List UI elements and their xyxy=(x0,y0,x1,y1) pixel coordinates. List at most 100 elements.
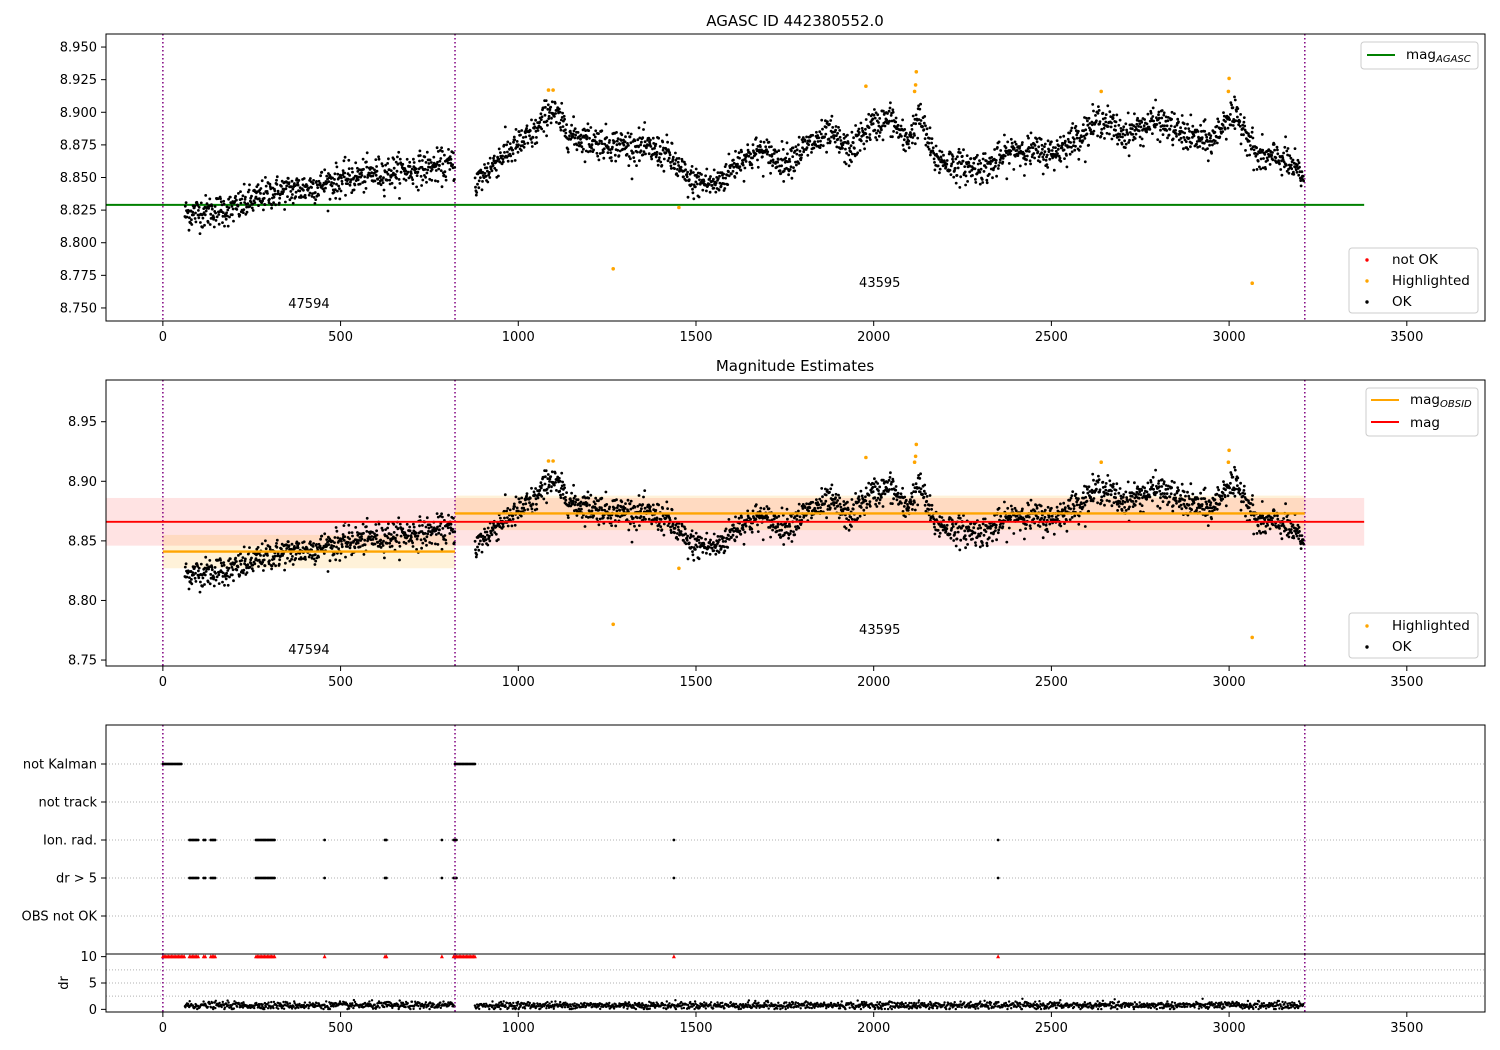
ok-point xyxy=(956,166,960,170)
ok-point xyxy=(808,506,812,510)
legend-highlighted-label: Highlighted xyxy=(1392,273,1470,289)
ok-point xyxy=(1124,142,1128,146)
ok-point xyxy=(436,515,440,519)
ok-point xyxy=(1113,124,1117,128)
ok-point xyxy=(985,178,989,182)
ok-point xyxy=(376,541,380,544)
ok-point xyxy=(1204,133,1208,137)
ok-point xyxy=(980,178,984,181)
ok-point xyxy=(904,149,907,153)
ok-point xyxy=(1048,149,1051,152)
ok-point xyxy=(1162,113,1166,117)
ok-point xyxy=(939,155,943,159)
ok-point xyxy=(823,135,826,139)
ok-point xyxy=(289,547,293,551)
ok-point xyxy=(1117,138,1121,142)
ok-point xyxy=(662,146,665,150)
ok-point xyxy=(1094,482,1097,486)
ok-point xyxy=(388,178,392,182)
ok-point xyxy=(712,168,716,172)
ok-point xyxy=(361,157,365,161)
ok-point xyxy=(676,532,679,535)
ok-point xyxy=(1096,480,1100,484)
ok-point xyxy=(276,189,280,193)
ok-point xyxy=(938,171,941,175)
ok-point xyxy=(375,169,379,173)
ok-point xyxy=(437,531,441,535)
ok-point xyxy=(549,475,553,478)
ok-point xyxy=(268,185,272,189)
ok-point xyxy=(583,525,587,528)
ok-point xyxy=(204,555,208,559)
ok-point xyxy=(780,506,784,510)
ok-point xyxy=(1299,184,1303,188)
ok-point xyxy=(545,134,548,138)
ok-point xyxy=(559,496,563,499)
ok-point xyxy=(1097,478,1101,481)
highlighted-point xyxy=(914,70,919,74)
ok-point xyxy=(341,173,345,177)
ok-point xyxy=(761,174,765,178)
ok-point xyxy=(1287,163,1291,167)
ok-point xyxy=(1255,168,1259,171)
ok-point xyxy=(1056,152,1059,156)
ok-point xyxy=(620,139,623,142)
ok-point xyxy=(374,158,378,162)
ok-point xyxy=(573,494,577,498)
ok-point xyxy=(708,552,712,556)
ok-point xyxy=(945,159,949,162)
ok-point xyxy=(651,136,655,140)
ok-point xyxy=(441,515,444,519)
ok-point xyxy=(484,538,488,541)
ok-point xyxy=(547,114,551,118)
ok-point xyxy=(738,165,742,169)
ok-point xyxy=(792,530,795,534)
ok-point xyxy=(722,172,725,176)
ok-point xyxy=(1032,152,1036,155)
ok-point xyxy=(636,504,640,508)
ok-point xyxy=(614,159,618,163)
ok-point xyxy=(291,187,295,191)
ok-point xyxy=(280,547,283,551)
ok-point xyxy=(953,531,957,534)
ok-point xyxy=(665,133,669,137)
ok-point xyxy=(494,168,498,172)
ok-point xyxy=(315,180,318,183)
ok-point xyxy=(333,172,337,176)
ok-point xyxy=(511,148,515,152)
ok-point xyxy=(854,124,857,127)
ok-point xyxy=(414,531,418,535)
highlighted-point xyxy=(1227,76,1231,81)
ok-point xyxy=(1044,158,1048,162)
ok-point xyxy=(353,183,357,187)
ok-point xyxy=(219,200,223,204)
ok-point xyxy=(506,516,509,519)
ok-point xyxy=(780,164,783,168)
ok-point xyxy=(876,496,880,500)
ok-point xyxy=(592,133,596,137)
ok-point xyxy=(1009,515,1013,519)
ok-point xyxy=(382,188,386,192)
ok-point xyxy=(368,172,371,175)
ok-point xyxy=(683,160,686,164)
ok-point xyxy=(264,184,268,188)
ok-point xyxy=(964,546,967,550)
ok-point xyxy=(1242,116,1246,119)
ok-point xyxy=(1006,140,1010,144)
ok-point xyxy=(828,140,832,143)
ok-point xyxy=(577,141,581,145)
ok-point xyxy=(389,533,393,536)
ok-point xyxy=(1196,145,1200,149)
ok-point xyxy=(1199,123,1202,127)
ok-point xyxy=(985,541,989,545)
ok-point xyxy=(1036,515,1040,519)
ok-point xyxy=(639,509,642,513)
ok-point xyxy=(1110,489,1113,493)
ok-point xyxy=(930,137,934,141)
ok-point xyxy=(857,127,861,131)
ok-point xyxy=(765,152,769,156)
ok-point xyxy=(1063,139,1067,143)
ok-point xyxy=(427,162,431,165)
ok-point xyxy=(1123,139,1126,143)
x-tick-label: 500 xyxy=(328,330,353,345)
